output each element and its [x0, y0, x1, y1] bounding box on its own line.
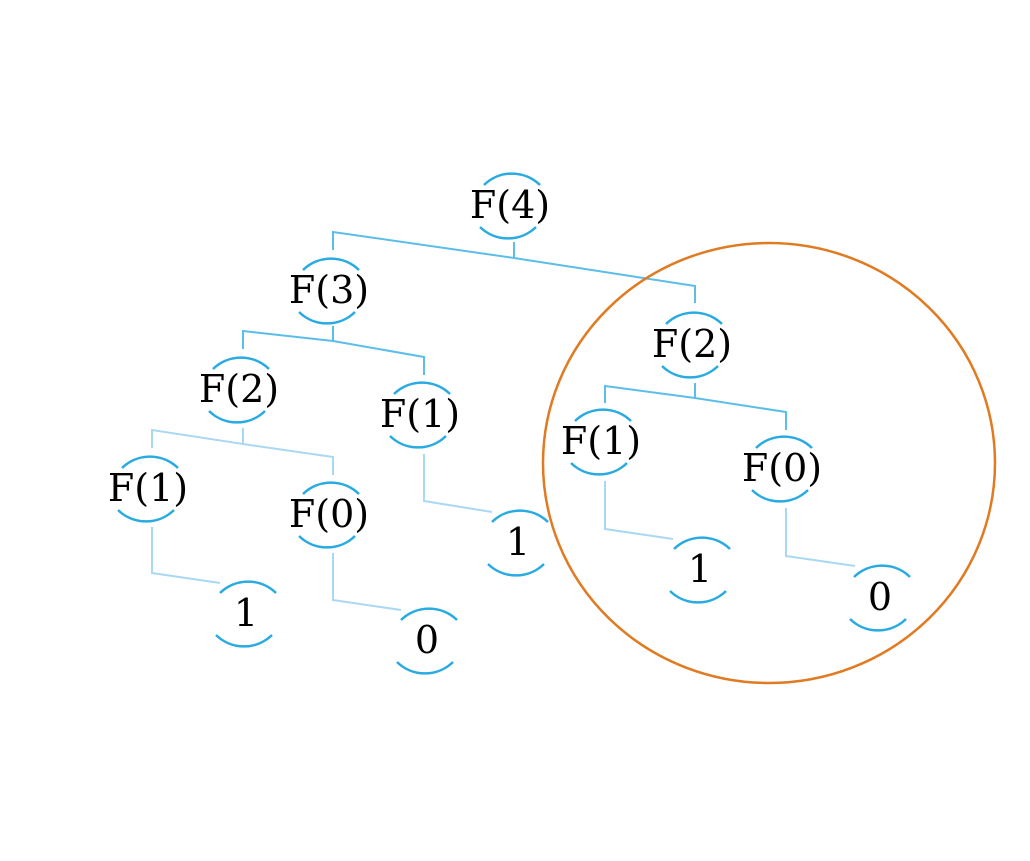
edge-f1-left-to-leaf-left-1	[151, 527, 221, 584]
node-f1-mid: F(1)	[380, 381, 460, 449]
edge-f0-left-to-leaf-left-0	[332, 553, 402, 611]
node-label: F(4)	[470, 183, 550, 227]
edges-layer	[151, 230, 856, 611]
node-arc-bottom	[487, 563, 545, 577]
edge-f4-to-f3	[332, 230, 515, 260]
node-arc-bottom	[208, 410, 266, 424]
node-arc-top	[673, 536, 731, 550]
node-arc-top	[393, 381, 451, 395]
node-arc-bottom	[215, 634, 273, 648]
node-arc-top	[212, 356, 270, 370]
node-f3: F(3)	[289, 257, 369, 325]
node-leaf-mid: 1	[487, 509, 549, 577]
node-label: 1	[234, 591, 258, 635]
edge-f1-right-to-leaf-right-1	[604, 481, 674, 540]
node-arc-top	[491, 509, 549, 523]
node-arc-bottom	[669, 590, 727, 604]
node-label: F(2)	[199, 367, 279, 411]
node-f1-left: F(1)	[108, 455, 188, 523]
node-arc-top	[400, 607, 458, 621]
edge-f0-right-to-leaf-right-0	[785, 508, 856, 567]
edge-f2-left-to-f1-left	[151, 428, 244, 448]
node-arc-bottom	[396, 661, 454, 675]
nodes-layer: F(4) F(3) F(2) F(2) F(1) F(1) F(0) F(1) F(0) 1 1 0 1…	[108, 172, 911, 675]
node-arc-top	[302, 257, 360, 271]
node-arc-top	[755, 435, 813, 449]
edge-f3-to-f1-mid	[332, 340, 425, 375]
node-arc-top	[302, 481, 360, 495]
highlight-circle-f2-right	[541, 241, 997, 685]
edge-f4-to-f2-right	[513, 257, 696, 303]
node-label: 0	[868, 575, 892, 619]
edge-f3-to-f2-left	[242, 326, 334, 349]
node-label: F(2)	[652, 322, 732, 366]
node-label: F(1)	[561, 419, 641, 463]
node-label: 1	[506, 520, 530, 564]
node-leaf-left-1: 1	[215, 580, 277, 648]
node-arc-bottom	[479, 226, 537, 240]
node-f2-left: F(2)	[199, 356, 279, 424]
node-f4: F(4)	[470, 172, 550, 240]
node-arc-bottom	[751, 489, 809, 503]
node-label: 1	[688, 547, 712, 591]
edge-f1-mid-to-leaf-mid	[423, 454, 493, 513]
highlight-layer	[541, 241, 997, 685]
node-label: F(0)	[742, 446, 822, 490]
edge-f2-right-to-f0-right	[694, 397, 787, 430]
node-label: F(1)	[380, 392, 460, 436]
node-leaf-right-1: 1	[669, 536, 731, 604]
node-arc-top	[853, 564, 911, 578]
node-arc-bottom	[298, 311, 356, 325]
node-arc-bottom	[117, 509, 175, 523]
node-f0-left: F(0)	[289, 481, 369, 549]
node-label: 0	[415, 618, 439, 662]
node-arc-top	[121, 455, 179, 469]
node-label: F(0)	[289, 492, 369, 536]
node-f1-right: F(1)	[561, 408, 641, 476]
edge-f2-right-to-f1-right	[604, 383, 696, 403]
node-arc-top	[574, 408, 632, 422]
node-arc-bottom	[849, 618, 907, 632]
node-arc-bottom	[661, 365, 719, 379]
node-label: F(1)	[108, 466, 188, 510]
node-arc-top	[219, 580, 277, 594]
node-arc-bottom	[570, 462, 628, 476]
edge-f2-left-to-f0-left	[242, 443, 334, 475]
node-leaf-left-0: 0	[396, 607, 458, 675]
node-leaf-right-0: 0	[849, 564, 911, 632]
node-f0-right: F(0)	[742, 435, 822, 503]
node-arc-bottom	[298, 535, 356, 549]
node-arc-bottom	[389, 435, 447, 449]
node-arc-top	[483, 172, 541, 186]
node-f2-right: F(2)	[652, 311, 732, 379]
node-arc-top	[665, 311, 723, 325]
node-label: F(3)	[289, 268, 369, 312]
